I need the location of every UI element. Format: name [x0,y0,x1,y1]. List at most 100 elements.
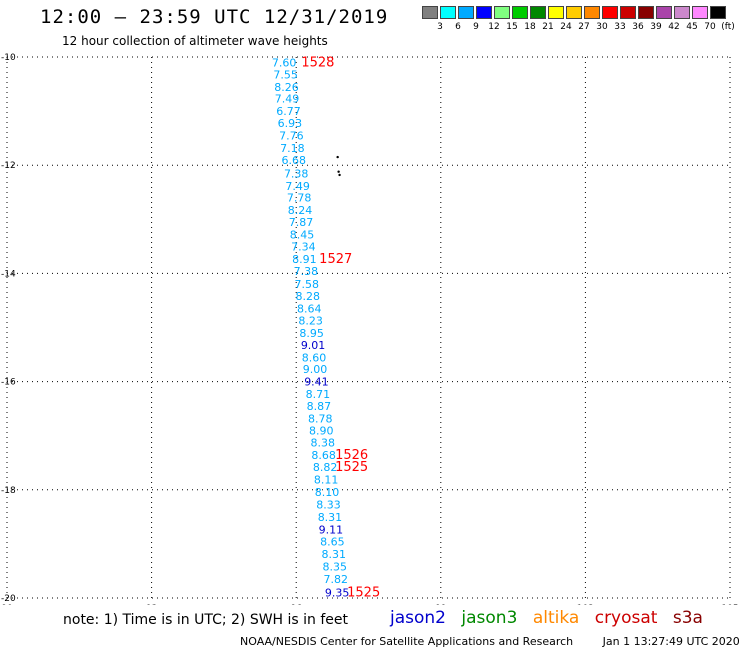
wave-height-label: 9.01 [301,339,326,352]
wave-height-label: 8.23 [298,314,323,327]
wave-height-label: 7.76 [279,129,304,142]
wave-height-label: 8.31 [318,511,343,524]
wave-height-label: 8.91 [292,253,317,266]
wave-height-label: 8.64 [297,303,322,316]
wave-height-label: 7.18 [280,142,305,155]
wave-height-label: 8.24 [288,204,313,217]
y-tick-label: -20 [1,594,16,604]
wave-height-label: 7.38 [284,167,309,180]
color-swatch [548,6,564,19]
wave-height-label: 7.49 [275,93,300,106]
color-swatch [458,6,474,19]
land-point [336,155,339,159]
wave-height-label: 8.68 [311,449,336,462]
y-tick-label: -16 [1,378,16,388]
mission-s3a: s3a [672,608,703,628]
color-swatch [710,6,726,19]
color-scale-label: 30 [596,22,608,32]
color-swatch [620,6,636,19]
color-swatch [602,6,618,19]
wave-height-label: 8.82 [313,461,338,474]
color-swatch [422,6,438,19]
wave-height-label: 8.71 [306,388,331,401]
color-swatch [566,6,582,19]
wave-height-label: 7.34 [291,240,316,253]
y-tick-label: -12 [1,161,16,171]
x-tick-label: 105 [721,604,738,605]
color-scale-label: 6 [455,22,461,32]
wave-height-label: 7.60 [272,56,297,69]
chart-title: 12:00 – 23:59 UTC 12/31/2019 [40,6,389,28]
footer-credit: NOAA/NESDIS Center for Satellite Applica… [240,635,574,648]
color-swatch [440,6,456,19]
color-scale-label: 12 [488,22,500,32]
color-scale-label: 24 [560,22,572,32]
wave-height-label: 7.55 [273,68,298,81]
color-swatch [530,6,546,19]
wave-height-label: 7.58 [295,278,320,291]
color-scale-label: 70 [704,22,716,32]
color-scale-label: 39 [650,22,662,32]
color-swatch [476,6,492,19]
wave-height-label: 8.35 [323,561,348,574]
wave-height-label: 8.33 [316,498,341,511]
wave-height-label: 9.11 [319,523,344,536]
color-swatch [584,6,600,19]
mission-legend: jason2 jason3 altika cryosat s3a [390,608,713,628]
y-tick-label: -14 [1,269,16,279]
color-scale-label: 3 [437,22,443,32]
wave-height-label: 7.78 [287,192,312,205]
wave-height-label: 7.87 [289,216,314,229]
y-tick-label: -10 [1,53,16,63]
color-scale-label: 45 [686,22,698,32]
x-tick-label: 90 [1,604,13,605]
color-scale-label: 36 [632,22,644,32]
color-scale-label: 9 [473,22,479,32]
color-scale-label: (ft) [721,22,735,32]
color-swatch [674,6,690,19]
x-tick-label: 96 [290,604,302,605]
color-swatch [494,6,510,19]
x-tick-label: 93 [146,604,157,605]
color-swatch [656,6,672,19]
mission-jason2: jason2 [390,608,446,628]
wave-height-label: 7.82 [323,573,348,586]
wave-height-label: 8.45 [290,228,315,241]
color-scale-label: 42 [668,22,680,32]
time-label: 1526 [335,448,368,463]
color-scale-label: 15 [506,22,518,32]
wave-height-label: 7.49 [285,180,310,193]
wave-height-label: 8.10 [315,486,340,499]
y-tick-label: -18 [1,486,16,496]
wave-height-label: 8.31 [322,548,347,561]
chart-subtitle: 12 hour collection of altimeter wave hei… [62,34,328,48]
footer-timestamp: Jan 1 13:27:49 UTC 2020 [602,635,740,648]
wave-height-label: 6.77 [276,105,301,118]
wave-height-label: 8.11 [314,474,339,487]
wave-height-label: 8.26 [274,81,299,94]
wave-height-label: 9.00 [303,363,328,376]
wave-height-label: 7.38 [294,265,319,278]
wave-height-label: 9.41 [304,376,329,389]
color-swatch [638,6,654,19]
x-tick-label: 102 [577,604,594,605]
wave-height-chart: 90 93 96 99 102 105 -10 -12 -14 -16 -18 -20 7.607.55… [1,53,739,605]
wave-height-label: 8.78 [308,412,333,425]
wave-height-label: 8.65 [320,536,345,549]
mission-cryosat: cryosat [594,608,658,628]
color-swatch [692,6,708,19]
color-scale-label: 18 [524,22,536,32]
mission-altika: altika [532,608,580,628]
color-swatch [512,6,528,19]
time-label: 1525 [335,460,368,475]
mission-jason3: jason3 [461,608,518,628]
land-point [337,170,340,173]
time-label: 1527 [319,252,352,267]
wave-height-label: 8.90 [309,424,334,437]
x-tick-label: 99 [435,604,447,605]
wave-height-label: 8.87 [307,400,332,413]
wave-height-label: 9.35 [325,587,350,600]
color-scale-label: 21 [542,22,554,32]
wave-height-label: 6.93 [278,117,303,130]
footer: NOAA/NESDIS Center for Satellite Applica… [240,635,740,648]
